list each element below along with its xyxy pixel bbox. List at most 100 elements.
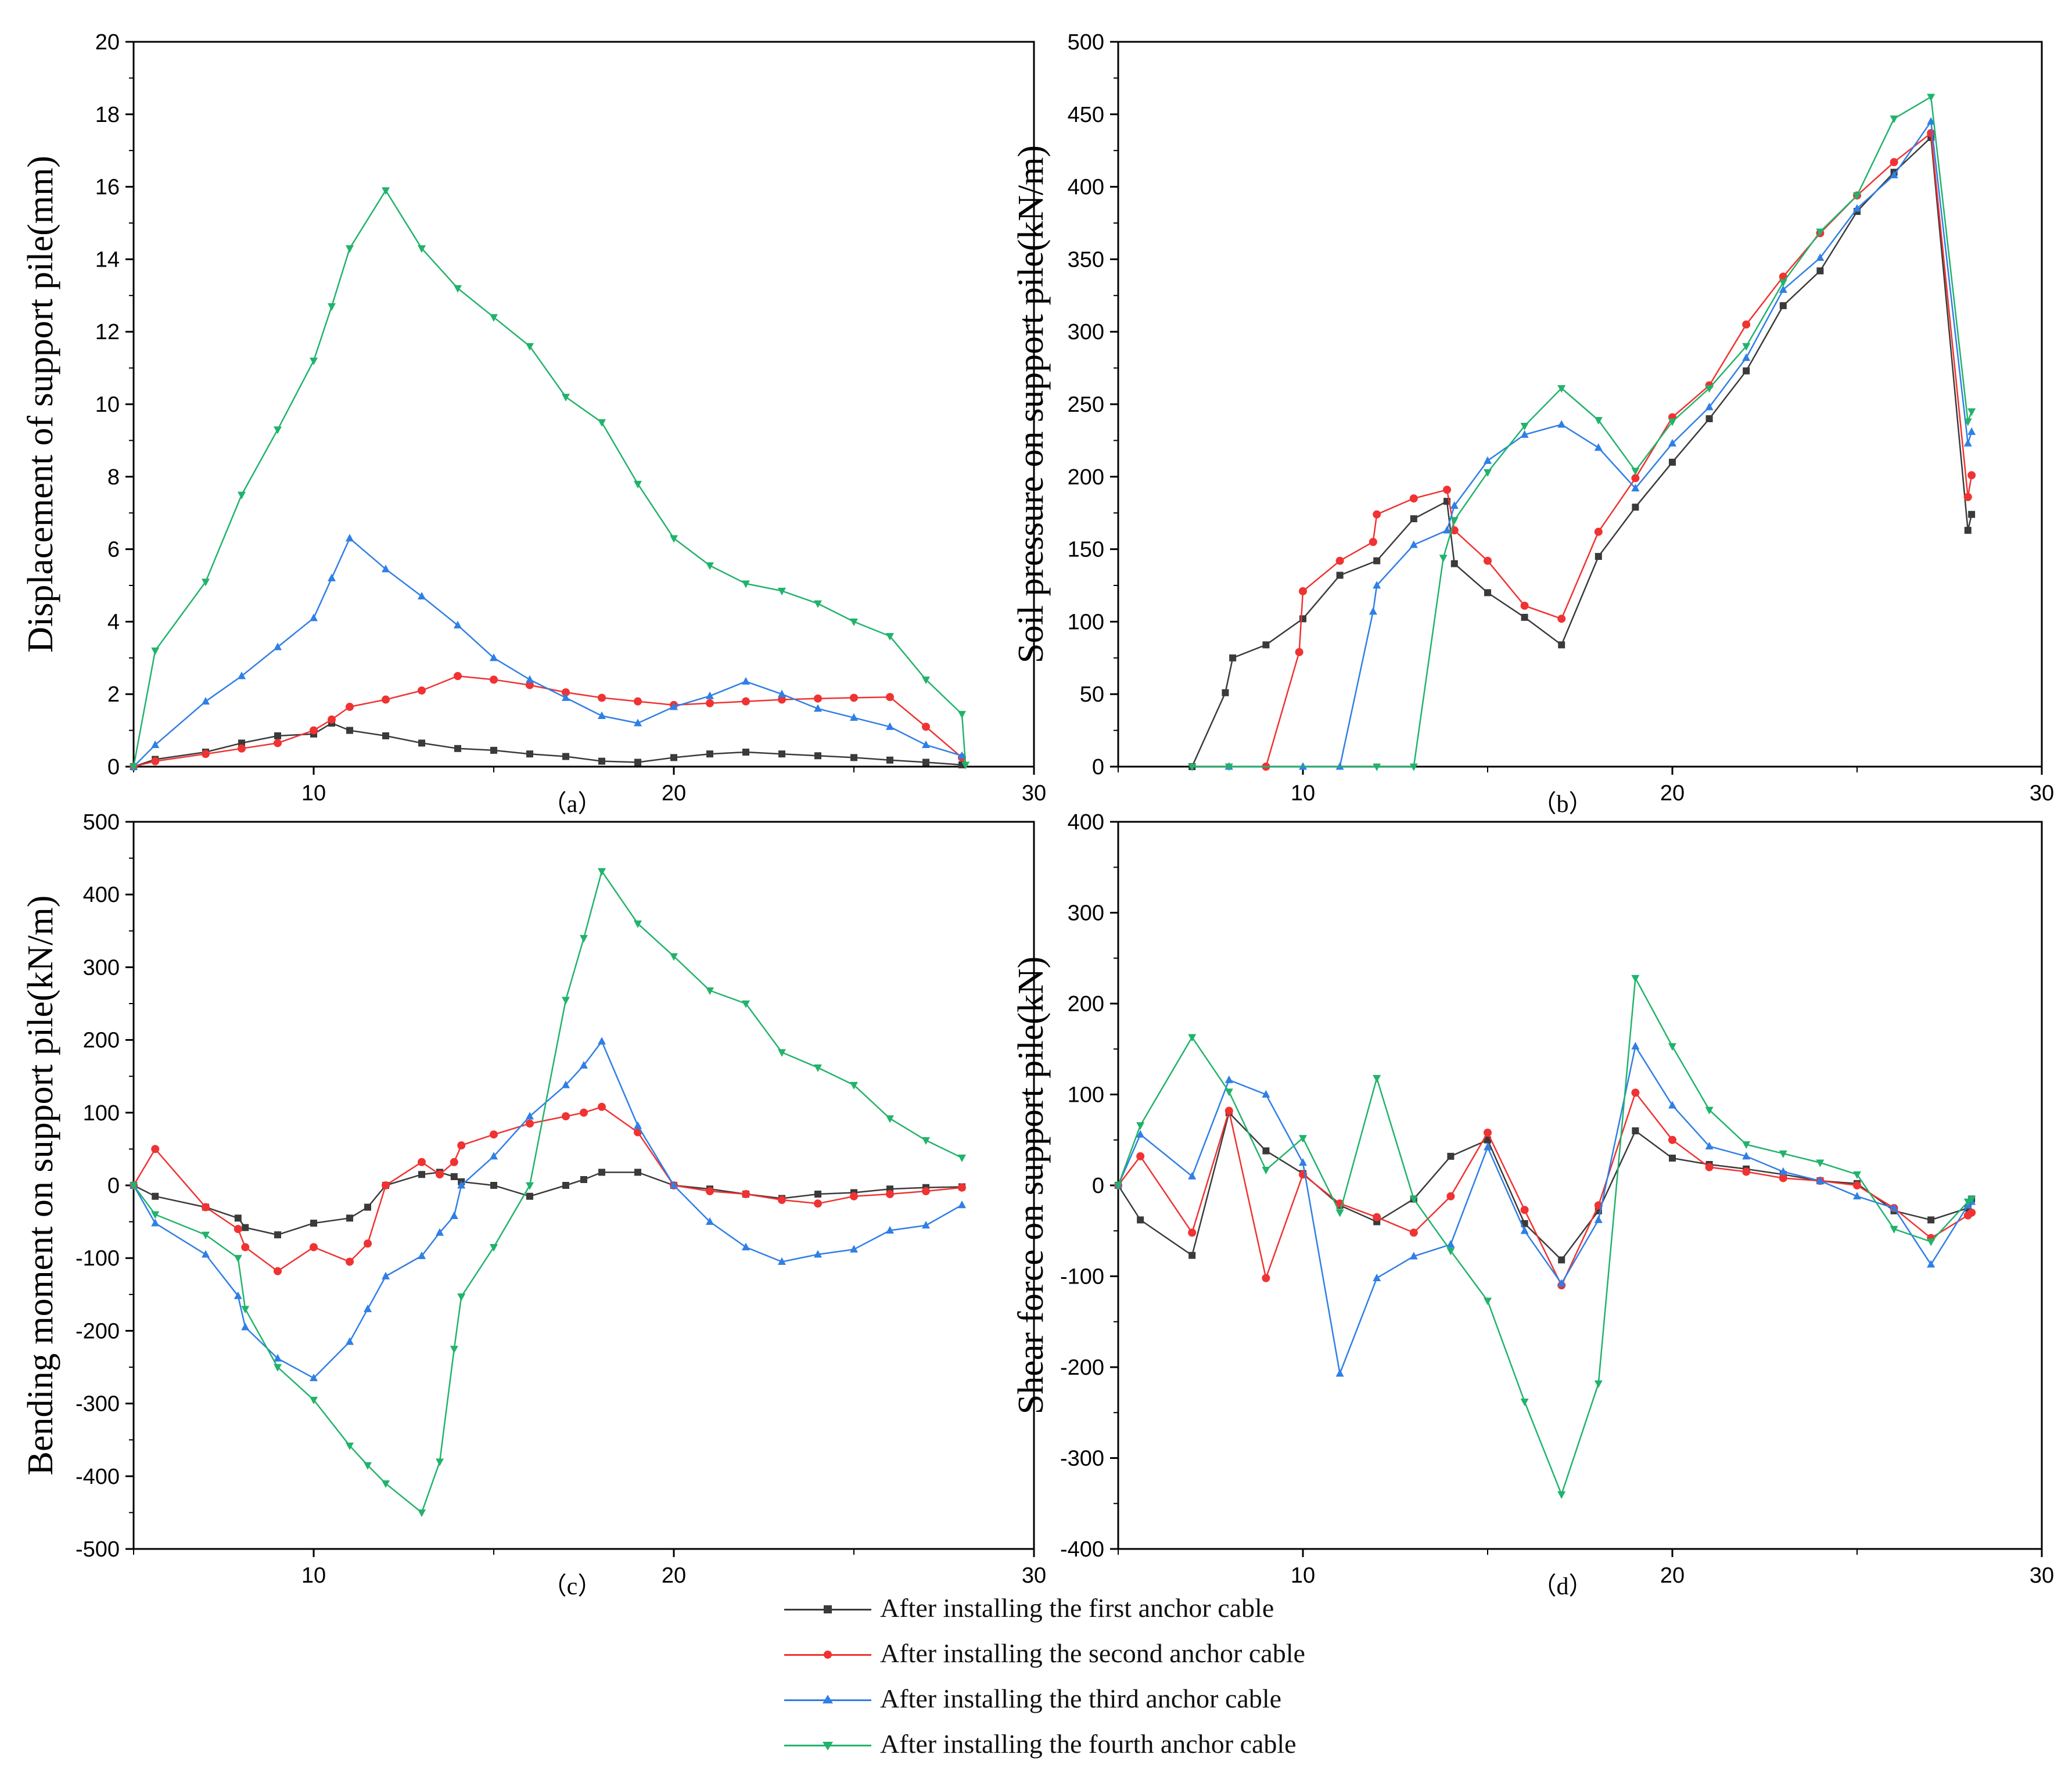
y-tick-label: 16 bbox=[95, 175, 120, 200]
data-point bbox=[850, 1081, 858, 1090]
data-point bbox=[634, 697, 642, 706]
data-point bbox=[1446, 1248, 1455, 1256]
data-point bbox=[886, 1225, 894, 1234]
x-tick-label: 30 bbox=[1022, 781, 1046, 806]
data-point bbox=[1890, 170, 1898, 179]
data-point bbox=[958, 1183, 966, 1192]
x-tick-label: 10 bbox=[1291, 781, 1315, 806]
data-point bbox=[382, 695, 390, 704]
series-4 bbox=[130, 868, 966, 1518]
data-point bbox=[382, 732, 389, 739]
data-point bbox=[418, 245, 426, 253]
x-tick-label: 10 bbox=[301, 1563, 326, 1588]
data-point bbox=[1927, 117, 1935, 125]
data-point bbox=[1927, 1260, 1935, 1268]
data-point bbox=[364, 1203, 371, 1211]
series-1 bbox=[1115, 1109, 1976, 1264]
x-tick-label: 20 bbox=[662, 1563, 686, 1588]
data-point bbox=[310, 613, 318, 621]
series-line bbox=[1192, 96, 1973, 768]
data-point bbox=[562, 688, 570, 697]
data-point bbox=[418, 592, 426, 600]
y-tick-label: 150 bbox=[1068, 538, 1104, 562]
data-point bbox=[526, 343, 534, 351]
data-point bbox=[310, 1243, 318, 1252]
data-point bbox=[1188, 763, 1197, 771]
data-point bbox=[152, 1192, 159, 1200]
data-point bbox=[1520, 1206, 1529, 1214]
series-line bbox=[1265, 132, 1973, 767]
data-point bbox=[1853, 1181, 1861, 1189]
data-point bbox=[418, 739, 425, 747]
data-point bbox=[382, 1181, 390, 1189]
y-tick-label: 14 bbox=[95, 247, 120, 272]
data-point bbox=[922, 1137, 930, 1145]
data-point bbox=[1443, 526, 1452, 534]
data-point bbox=[346, 1257, 354, 1266]
data-point bbox=[457, 1293, 466, 1302]
y-tick-label: 4 bbox=[107, 610, 120, 634]
data-point bbox=[634, 920, 642, 928]
data-point bbox=[778, 750, 785, 758]
series-line bbox=[1229, 121, 1973, 768]
panel-caption: （c） bbox=[543, 1573, 602, 1600]
data-point bbox=[526, 1119, 534, 1128]
series-line bbox=[133, 722, 963, 768]
data-point bbox=[742, 677, 750, 685]
data-point bbox=[382, 1271, 390, 1279]
data-point bbox=[580, 1108, 588, 1117]
data-point bbox=[234, 1291, 242, 1299]
legend-item-first: After installing the first anchor cable bbox=[778, 1591, 1475, 1626]
data-point bbox=[1742, 1167, 1751, 1176]
series-line bbox=[133, 1171, 963, 1236]
y-tick-label: -100 bbox=[76, 1246, 120, 1271]
data-point bbox=[1927, 1238, 1935, 1246]
data-point bbox=[1373, 557, 1381, 565]
data-point bbox=[526, 1112, 534, 1120]
y-tick-label: -500 bbox=[76, 1537, 120, 1562]
data-point bbox=[234, 1254, 242, 1263]
data-point bbox=[202, 1231, 210, 1239]
y-tick-label: 10 bbox=[95, 393, 120, 417]
legend-item-fourth: After installing the fourth anchor cable bbox=[778, 1727, 1475, 1762]
data-point bbox=[151, 1218, 160, 1227]
data-point bbox=[382, 565, 390, 573]
data-point bbox=[1963, 438, 1972, 447]
legend-label-third: After installing the third anchor cable bbox=[880, 1684, 1282, 1713]
data-point bbox=[1369, 538, 1377, 547]
data-point bbox=[234, 1225, 242, 1234]
y-tick-label: 100 bbox=[1068, 610, 1104, 634]
data-point bbox=[922, 722, 930, 731]
data-point bbox=[418, 1251, 426, 1259]
data-point bbox=[454, 285, 462, 293]
data-point bbox=[1409, 763, 1418, 771]
data-point bbox=[1443, 486, 1452, 494]
data-point bbox=[1369, 607, 1377, 615]
data-point bbox=[1373, 1074, 1381, 1083]
y-tick-label: 250 bbox=[1068, 393, 1104, 417]
data-point bbox=[1779, 1174, 1787, 1182]
data-point bbox=[886, 632, 894, 641]
y-tick-label: 8 bbox=[107, 465, 120, 490]
data-point bbox=[1447, 1152, 1455, 1160]
data-point bbox=[778, 1196, 786, 1205]
data-point bbox=[1262, 1274, 1270, 1282]
data-point bbox=[1262, 1147, 1270, 1155]
data-point bbox=[1299, 587, 1307, 595]
data-point bbox=[670, 953, 678, 961]
data-point bbox=[1963, 418, 1972, 426]
data-point bbox=[1669, 458, 1676, 466]
data-point bbox=[1705, 415, 1713, 422]
data-point bbox=[1224, 1088, 1233, 1097]
data-point bbox=[1114, 1182, 1122, 1190]
data-point bbox=[1890, 1203, 1898, 1212]
data-point bbox=[562, 693, 570, 701]
data-point bbox=[634, 1121, 642, 1129]
data-point bbox=[364, 1304, 372, 1313]
data-point bbox=[1188, 1228, 1197, 1237]
data-point bbox=[310, 726, 318, 735]
data-point bbox=[670, 754, 677, 761]
data-point bbox=[1927, 129, 1935, 138]
data-point bbox=[418, 1509, 426, 1518]
y-tick-label: -400 bbox=[76, 1465, 120, 1489]
